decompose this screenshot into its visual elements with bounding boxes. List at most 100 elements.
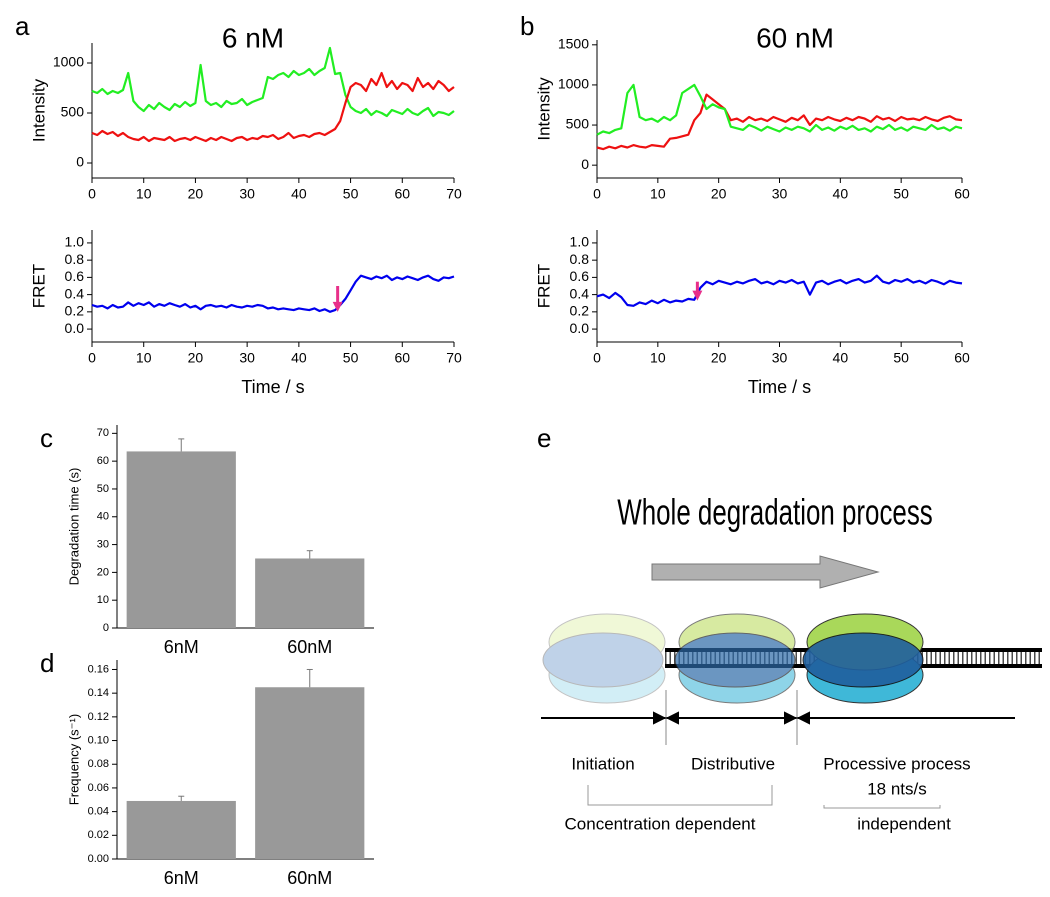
bar: [255, 558, 365, 628]
x-tick-label: 30: [772, 350, 788, 366]
y-axis-label: FRET: [29, 264, 48, 308]
diagram-title: Whole degradation process: [617, 492, 932, 532]
x-tick-label: 6nM: [164, 637, 199, 657]
trace: [91, 46, 455, 118]
y-tick-label: 0.06: [88, 782, 109, 794]
trace: [596, 83, 963, 136]
bracket: [587, 785, 773, 806]
x-tick-label: 10: [136, 186, 152, 202]
chart: 0.00.2 0.40.60.81.0 FRET 0 10 20 30 40 50 60 70 Tim…: [29, 230, 462, 397]
x-tick-label: 60: [954, 186, 970, 202]
y-tick-label: 0: [103, 622, 109, 634]
x-tick-label: 30: [772, 186, 788, 202]
x-tick-label: 20: [188, 350, 204, 366]
dependence-label: independent: [857, 814, 951, 833]
x-tick-label: 70: [446, 186, 462, 202]
x-tick-label: 30: [239, 186, 255, 202]
x-tick-label: 20: [188, 186, 204, 202]
bar: [126, 451, 236, 628]
x-axis-label: Time / s: [241, 377, 304, 397]
y-tick-label: 20: [97, 566, 109, 578]
stage-label: Distributive: [691, 754, 775, 773]
bracket: [823, 805, 941, 809]
y-tick-label: 500: [566, 116, 590, 132]
y-tick-label: 0.6: [65, 268, 85, 284]
y-tick-label: 500: [61, 104, 85, 120]
x-tick-label: 10: [650, 350, 666, 366]
enzyme-faded: [542, 613, 666, 704]
x-tick-label: 70: [446, 350, 462, 366]
bar: [255, 687, 365, 859]
panel-letter: a: [15, 11, 30, 41]
chart: b 60 nM 0 500 1000 1500 Intensity 0 10 20 30 40 50 60: [520, 11, 970, 202]
stage-label: Processive process: [823, 754, 970, 773]
y-tick-label: 70: [97, 427, 109, 439]
x-tick-label: 50: [893, 350, 909, 366]
x-tick-label: 0: [593, 186, 601, 202]
y-tick-label: 1.0: [65, 234, 85, 250]
x-tick-label: 60: [394, 186, 410, 202]
x-tick-label: 40: [291, 350, 307, 366]
x-axis-label: Time / s: [748, 377, 811, 397]
trace: [91, 71, 455, 143]
panel-letter: d: [40, 648, 54, 678]
x-tick-label: 0: [593, 350, 601, 366]
y-tick-label: 0.02: [88, 829, 109, 841]
y-tick-label: 0.6: [570, 268, 590, 284]
y-tick-label: 0.08: [88, 758, 109, 770]
panel-letter: c: [40, 423, 53, 453]
y-tick-label: 0.14: [88, 687, 109, 699]
chart-title: 60 nM: [756, 22, 834, 53]
x-tick-label: 60: [394, 350, 410, 366]
trace: [596, 93, 963, 151]
y-tick-label: 0.8: [65, 251, 85, 267]
x-tick-label: 0: [88, 186, 96, 202]
arrow-head: [332, 301, 343, 312]
panel-letter: e: [537, 423, 551, 453]
enzyme-active: [802, 613, 924, 704]
y-tick-label: 0.8: [570, 251, 590, 267]
y-tick-label: 0.00: [88, 853, 109, 865]
rate-label: 18 nts/s: [867, 779, 927, 798]
chart: c 0 10 20 30 40 50 60 70 Degradation time (s) 6nM 6…: [40, 423, 374, 657]
y-tick-label: 1.0: [570, 234, 590, 250]
x-tick-label: 10: [650, 186, 666, 202]
x-tick-label: 60: [954, 350, 970, 366]
enzyme-mid: [674, 613, 796, 704]
x-tick-label: 50: [343, 350, 359, 366]
y-tick-label: 0.4: [570, 285, 590, 301]
y-axis-label: Frequency (s⁻¹): [66, 714, 81, 805]
bar: [126, 800, 236, 859]
trace: [91, 274, 455, 313]
y-tick-label: 0.2: [570, 303, 590, 319]
x-tick-label: 20: [711, 186, 727, 202]
stage-label: Initiation: [571, 754, 634, 773]
y-tick-label: 0.16: [88, 663, 109, 675]
y-tick-label: 0.4: [65, 285, 85, 301]
y-tick-label: 0.0: [65, 320, 85, 336]
chart-title: 6 nM: [222, 22, 284, 53]
x-tick-label: 10: [136, 350, 152, 366]
x-tick-label: 40: [833, 186, 849, 202]
y-tick-label: 0.04: [88, 806, 109, 818]
chart: a 6 nM 0 500 1000 Intensity 0 10 20 30 40 50 60 70: [15, 11, 462, 202]
y-tick-label: 40: [97, 511, 109, 523]
trace: [596, 274, 963, 307]
y-tick-label: 1000: [53, 54, 84, 70]
dependence-label: Concentration dependent: [565, 814, 756, 833]
y-tick-label: 60: [97, 455, 109, 467]
x-tick-label: 50: [893, 186, 909, 202]
y-tick-label: 0.0: [570, 320, 590, 336]
x-tick-label: 50: [343, 186, 359, 202]
x-tick-label: 6nM: [164, 868, 199, 888]
y-tick-label: 0.2: [65, 303, 85, 319]
panel-e: e Whole degradation process: [537, 423, 1042, 833]
arrow-head: [692, 290, 703, 301]
x-tick-label: 60nM: [287, 868, 332, 888]
y-axis-label: FRET: [534, 264, 553, 308]
y-tick-label: 30: [97, 538, 109, 550]
y-tick-label: 10: [97, 594, 109, 606]
y-tick-label: 0: [76, 154, 84, 170]
chart: d 0.00 0.02 0.04 0.06 0.08 0.10 0.12 0.14 0.16 Fre…: [40, 648, 374, 888]
y-tick-label: 1000: [558, 76, 589, 92]
